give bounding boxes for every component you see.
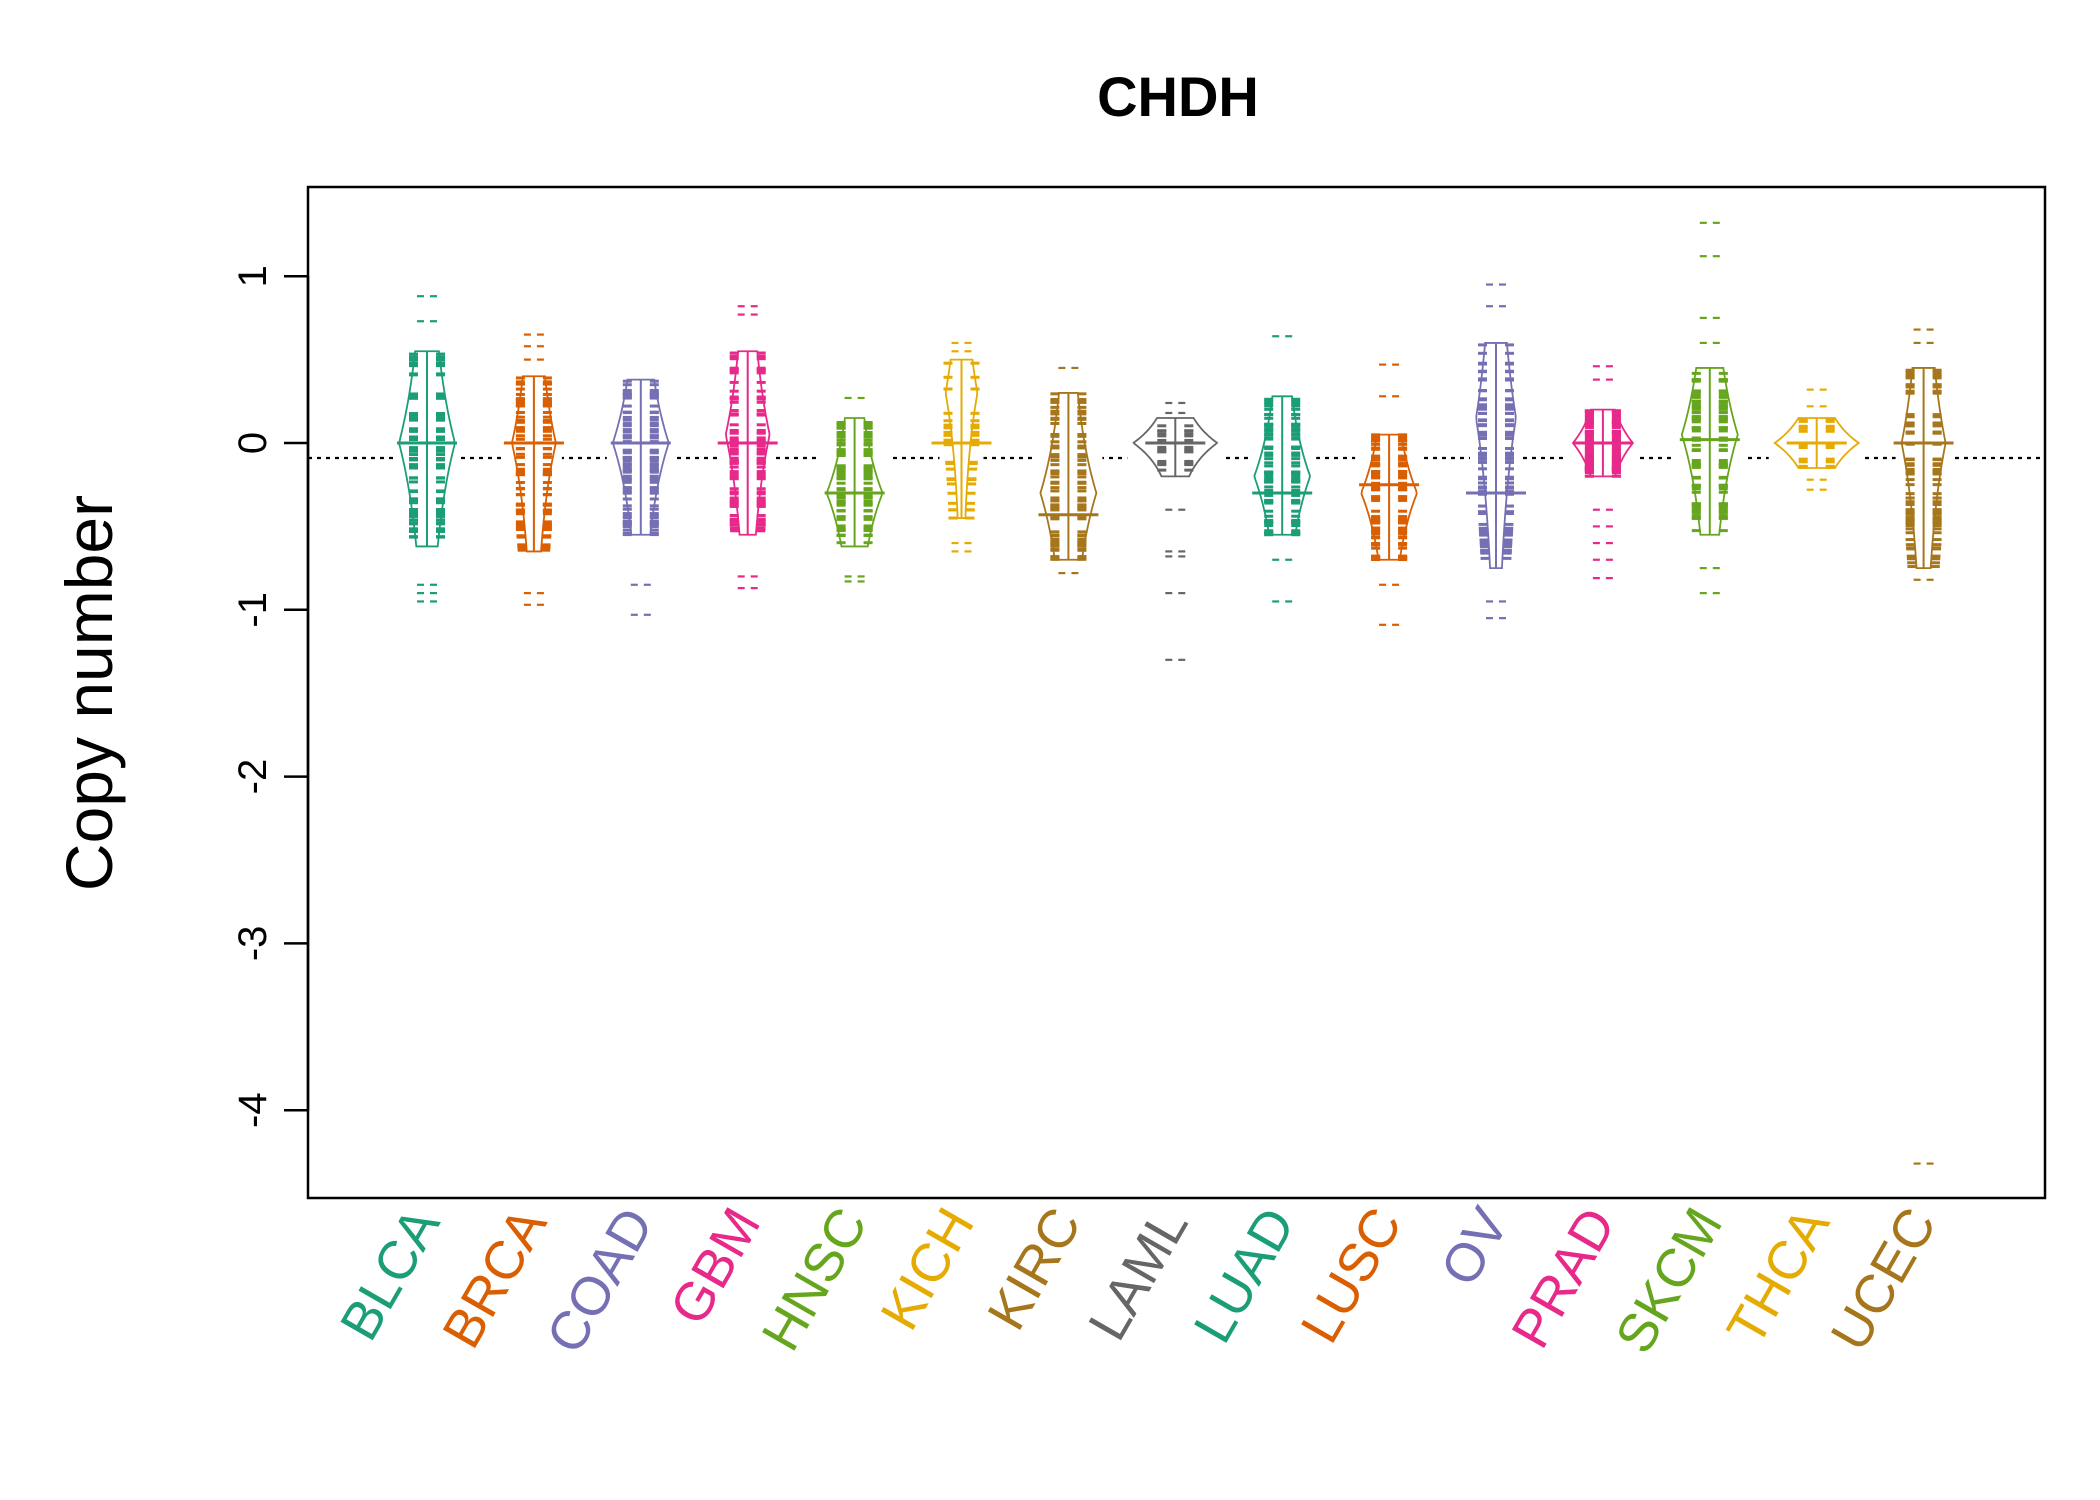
x-tick-label: HNSC: [751, 1198, 879, 1361]
y-axis-label: Copy number: [52, 495, 126, 891]
x-tick-label: GBM: [659, 1198, 772, 1335]
x-tick-label: LUAD: [1183, 1198, 1307, 1353]
x-tick-label: KIRC: [976, 1198, 1092, 1340]
x-tick-label: LAML: [1077, 1198, 1200, 1350]
bean-ucec: [1893, 328, 1954, 1165]
beans: [393, 221, 1954, 1165]
bean-skcm: [1675, 221, 1744, 595]
bean-lusc: [1355, 363, 1424, 626]
y-tick-label: -1: [231, 592, 275, 628]
bean-gbm: [717, 305, 778, 590]
x-tick-label: KICH: [869, 1198, 985, 1340]
bean-brca: [503, 333, 564, 606]
bean-ov: [1466, 283, 1526, 620]
chart-title: CHDH: [1097, 65, 1259, 128]
bean-blca: [393, 295, 461, 603]
y-tick-label: -3: [231, 926, 275, 962]
plot-frame: [306, 185, 2047, 1200]
y-tick-label: 0: [231, 432, 275, 454]
bean-kich: [931, 341, 992, 553]
x-tick-label: COAD: [535, 1198, 665, 1363]
bean-prad: [1566, 365, 1639, 580]
x-tick-label: LUSC: [1290, 1198, 1414, 1353]
bean-luad: [1248, 335, 1317, 603]
bean-coad: [606, 375, 675, 616]
bean-laml: [1127, 401, 1224, 661]
x-tick-label: SKCM: [1604, 1198, 1734, 1363]
bean-kirc: [1034, 366, 1103, 575]
y-tick-label: -2: [231, 759, 275, 795]
bean-hnsc: [820, 396, 889, 583]
y-tick-label: 1: [231, 265, 275, 287]
bean-thca: [1768, 388, 1865, 491]
y-axis: 1 0 -1 -2 -3 -4: [231, 265, 310, 1128]
y-tick-label: -4: [231, 1092, 275, 1128]
x-tick-label: UCEC: [1820, 1198, 1948, 1361]
x-tick-label: OV: [1429, 1198, 1520, 1296]
